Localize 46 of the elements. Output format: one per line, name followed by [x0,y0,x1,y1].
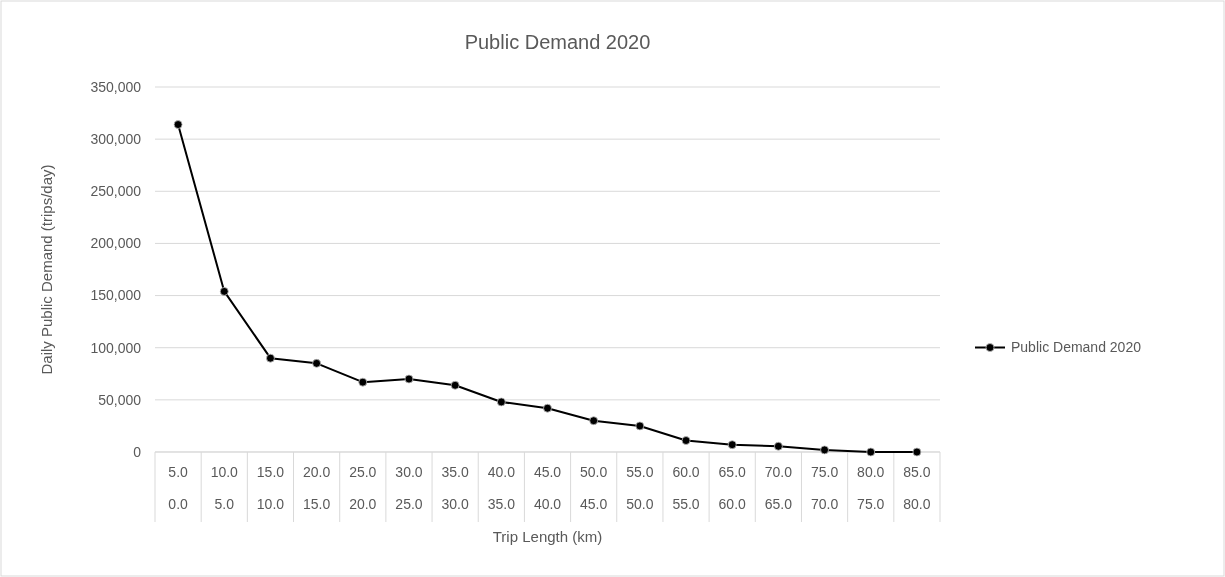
y-tick-label: 250,000 [90,183,142,200]
x-tick-label: 45.0 40.0 [533,463,562,512]
x-tick-label: 20.0 15.0 [302,463,331,512]
x-tick-label: 10.0 5.0 [210,463,239,512]
x-tick-label: 15.0 10.0 [256,463,285,512]
point [635,421,645,431]
point [681,436,691,445]
x-axis-title: Trip Length (km) [492,528,603,545]
x-tick-label: 50.0 45.0 [580,463,608,512]
point [727,440,737,450]
x-tick-label: 65.0 60.0 [718,463,747,512]
point [358,377,368,387]
point [589,416,599,426]
point [773,441,783,451]
x-tick-label: 40.0 35.0 [487,463,516,512]
x-tick-label: 55.0 50.0 [626,463,654,512]
y-tick-label: 200,000 [90,235,142,252]
x-tick-label: 30.0 25.0 [395,463,423,512]
legend-label: Public Demand 2020 [1011,339,1142,356]
point [543,403,552,413]
point [219,287,229,296]
point [866,447,876,457]
x-tick-label: 80.0 75.0 [857,463,885,512]
point [496,397,506,407]
point [820,445,829,455]
y-tick-label: 100,000 [90,339,142,356]
x-tick-label: 60.0 55.0 [672,463,700,512]
point [404,374,414,384]
x-tick-label: 5.0 0.0 [168,463,189,512]
y-tick-label: 300,000 [90,131,142,148]
x-tick-label: 75.0 70.0 [810,463,839,512]
y-tick-label: 50,000 [98,391,142,408]
y-tick-label: 0 [133,443,142,460]
x-tick-label: 85.0 80.0 [903,463,931,512]
chart-title: Public Demand 2020 [464,31,651,53]
point [912,447,922,457]
point [312,358,322,368]
x-tick-label: 35.0 30.0 [441,463,469,512]
point [173,120,183,129]
x-tick-label: 25.0 20.0 [349,463,377,512]
y-tick-label: 350,000 [90,78,142,95]
point [266,353,275,363]
y-tick-label: 150,000 [90,287,142,304]
point [450,380,460,390]
y-axis-title: Daily Public Demand (trips/day) [38,164,55,375]
x-tick-label: 70.0 65.0 [764,463,793,512]
